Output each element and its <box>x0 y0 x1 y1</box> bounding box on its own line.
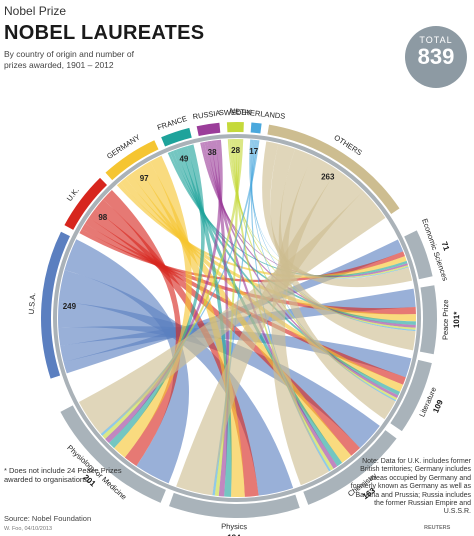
category-value-physics: 194 <box>227 533 241 536</box>
arcs-layer <box>41 122 437 518</box>
category-arc-physics <box>169 492 300 518</box>
ribbon-usa-literature <box>58 326 412 378</box>
country-label-france: FRANCE <box>156 114 188 132</box>
ribbon-usa-physiologyormedicine <box>64 239 190 484</box>
ribbons-layer <box>57 139 416 498</box>
country-value-russia: 38 <box>208 148 217 157</box>
category-value-economicsciences: 71 <box>440 241 452 253</box>
brand-logo: REUTERS <box>424 525 451 531</box>
country-value-uk: 98 <box>98 213 107 222</box>
country-arc-others <box>267 124 400 214</box>
data-note: Note: Data for U.K. includes former Brit… <box>350 458 471 516</box>
ribbon-uk-literature <box>84 217 406 385</box>
country-arc-uk <box>64 177 108 230</box>
ribbon-germany-physics <box>139 161 245 498</box>
ribbon-netherlands-physics <box>212 139 258 496</box>
country-label-russia: RUSSIA <box>192 108 221 121</box>
source-line: Source: Nobel Foundation <box>4 514 92 523</box>
country-value-france: 49 <box>179 155 188 164</box>
country-value-usa: 249 <box>63 302 77 311</box>
inner-ring <box>53 134 421 502</box>
country-arc-germany <box>105 140 159 181</box>
category-arc-literature <box>390 359 432 432</box>
ribbon-others-economicsciences <box>262 141 413 288</box>
ribbon-usa-physics <box>58 270 294 496</box>
ribbon-uk-chemistry <box>88 209 361 456</box>
category-arc-peaceprize <box>419 285 437 355</box>
total-value: 839 <box>417 44 455 69</box>
category-value-peaceprize: 101* <box>452 311 461 328</box>
country-arc-netherlands <box>250 122 262 134</box>
total-label: TOTAL <box>419 35 453 45</box>
page-supertitle: Nobel Prize <box>4 4 67 18</box>
country-label-uk: U.K. <box>65 186 81 203</box>
category-label-physics: Physics <box>221 522 247 531</box>
country-value-netherlands: 17 <box>249 147 258 156</box>
page-subtitle: By country of origin and number of prize… <box>4 49 134 70</box>
country-label-sweden: SWEDEN <box>219 108 252 117</box>
ribbon-uk-physiologyormedicine <box>102 189 182 467</box>
total-badge: TOTAL 839 <box>405 26 467 88</box>
country-label-netherlands: NETHERLANDS <box>229 106 285 121</box>
ribbon-usa-chemistry <box>57 301 380 449</box>
ribbon-germany-economicsciences <box>116 182 407 279</box>
page-title: NOBEL LAUREATES <box>4 22 205 44</box>
credit-line: W. Foo, 04/10/2013 <box>4 526 53 532</box>
country-arc-france <box>161 127 192 147</box>
ribbon-others-literature <box>278 148 396 420</box>
ribbon-sweden-physics <box>214 139 240 497</box>
country-value-sweden: 28 <box>231 146 240 155</box>
ribbon-others-physiologyormedicine <box>78 191 386 434</box>
ribbon-others-peaceprize <box>270 143 416 351</box>
footnote: * Does not include 24 Peace Prizes award… <box>4 466 122 484</box>
country-value-others: 263 <box>321 173 335 182</box>
category-arc-chemistry <box>303 430 397 505</box>
country-arc-russia <box>196 122 221 136</box>
country-value-germany: 97 <box>140 174 149 183</box>
ribbon-others-physics <box>176 169 364 496</box>
country-arc-usa <box>41 231 70 379</box>
category-label-peaceprize: Peace Prize <box>441 300 450 341</box>
category-arc-economicsciences <box>404 230 433 280</box>
country-label-usa: U.S.A. <box>27 292 38 314</box>
category-arc-physiologyormedicine <box>60 405 166 503</box>
ribbon-others-chemistry <box>271 155 338 486</box>
